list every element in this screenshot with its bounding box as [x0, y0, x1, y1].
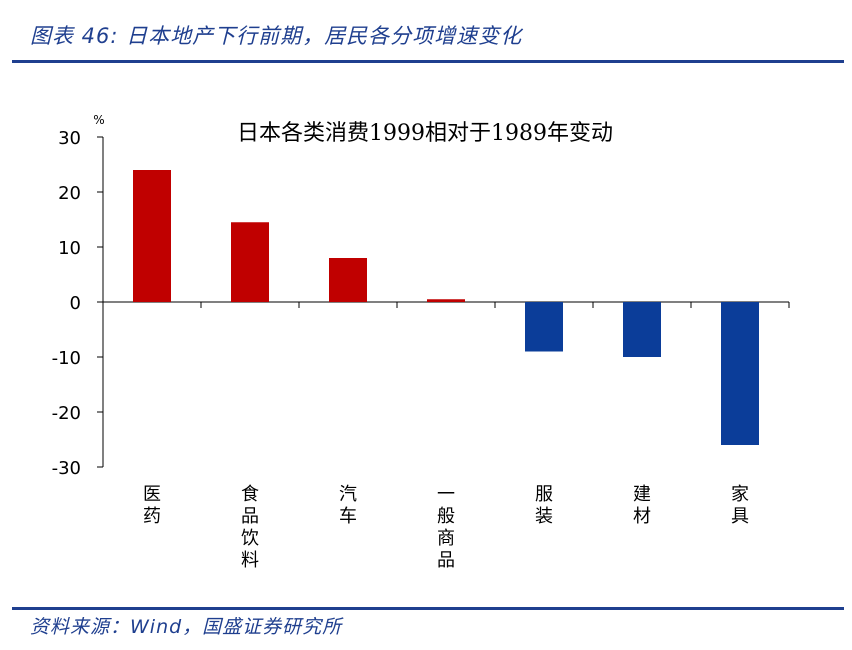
- category-label: 汽车: [339, 484, 357, 527]
- category-labels: 医药 食品饮料 汽车 一般商品 服装 建材 家具: [143, 484, 749, 571]
- category-label: 家具: [731, 484, 749, 527]
- y-tick-label: 10: [58, 238, 81, 259]
- y-tick-label: -20: [52, 403, 81, 424]
- header-divider: [12, 60, 844, 63]
- bar-5: [525, 302, 563, 352]
- category-label: 服装: [535, 484, 553, 527]
- y-axis-unit: %: [93, 113, 104, 127]
- bars: [133, 170, 759, 445]
- y-tick-label: 0: [70, 293, 81, 314]
- source-note: 资料来源：Wind，国盛证券研究所: [30, 616, 343, 638]
- bar-6: [623, 302, 661, 357]
- figure-title: 图表 46: 日本地产下行前期，居民各分项增速变化: [30, 24, 523, 48]
- y-tick-labels: 30 20 10 0 -10 -20 -30: [52, 128, 81, 479]
- footer-divider: [12, 607, 844, 610]
- category-label: 建材: [633, 484, 651, 527]
- bar-7: [721, 302, 759, 445]
- y-tick-label: 20: [58, 183, 81, 204]
- category-label: 医药: [143, 484, 161, 527]
- y-tick-label: 30: [58, 128, 81, 149]
- bar-4: [427, 299, 465, 302]
- bar-2: [231, 222, 269, 302]
- category-label: 食品饮料: [241, 484, 259, 571]
- category-label: 一般商品: [437, 484, 455, 571]
- y-tick-label: -30: [52, 458, 81, 479]
- y-tick-label: -10: [52, 348, 81, 369]
- chart-title: 日本各类消费1999相对于1989年变动: [237, 121, 613, 146]
- bar-3: [329, 258, 367, 302]
- bar-1: [133, 170, 171, 302]
